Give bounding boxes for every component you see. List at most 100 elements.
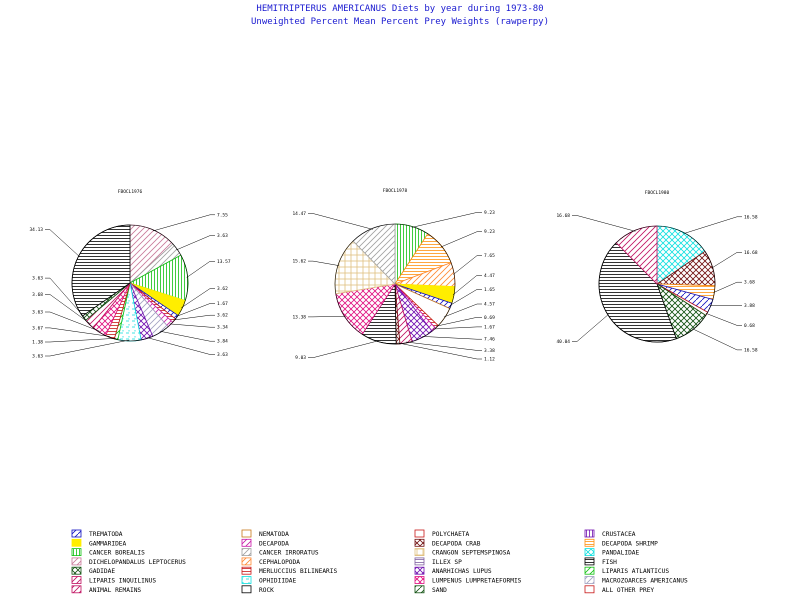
legend-label: DICHELOPANDALUS LEPTOCERUS [89, 559, 186, 566]
slice-value-label-macrozoarces-americanus: 3.84 [217, 339, 228, 345]
slice-value-label-gammaridea: 3.62 [217, 286, 228, 292]
pie-title: FBOCL1980 [645, 190, 670, 196]
legend-item-liparis-atlanticus: LIPARIS ATLANTICUS [584, 566, 669, 575]
slice-value-label-nematoda: 4.57 [484, 302, 495, 308]
slice-value-label-pandalidae: 16.58 [744, 214, 758, 220]
pie-chart-3: FBOCL1980 16.58 16.68 3.68 3.88 0.68 16.58 16.6… [556, 190, 757, 353]
legend-item-dichelopandalus-leptocerus: DICHELOPANDALUS LEPTOCERUS [71, 557, 186, 566]
legend-item-illex-sp: ILLEX SP [414, 557, 462, 566]
legend-item-gammaridea: GAMMARIDEA [71, 538, 127, 547]
legend-swatch [584, 576, 595, 584]
slice-value-label-cancer-borealis: 9.23 [484, 210, 495, 216]
slice-value-label-cancer-irroratus: 3.63 [217, 233, 228, 239]
legend-label: ILLEX SP [432, 559, 462, 566]
legend-item-decapoda: DECAPODA [241, 538, 289, 547]
legend-label: DECAPODA [259, 540, 289, 547]
legend-label: MACROZOARCES AMERICANUS [602, 578, 688, 585]
legend-item-nematoda: NEMATODA [241, 529, 289, 538]
slice-value-label-lumpenus-lumpretaeformis: 13.38 [292, 314, 306, 320]
slice-value-label-fish: 9.03 [295, 355, 306, 361]
legend-item-anarhichas-lupus: ANARHICHAS LUPUS [414, 566, 492, 575]
legend-item-gadidae: GADIDAE [71, 566, 115, 575]
slice-value-label-decapoda: 3.34 [217, 325, 228, 331]
slice-value-label-anarhichas-lupus: 7.46 [484, 337, 495, 343]
slice-value-label-cancer-irroratus: 14.47 [292, 211, 306, 217]
slice-value-label-crangon-septemspinosa: 15.62 [292, 259, 306, 265]
legend-swatch [584, 557, 595, 566]
legend-item-lumpenus-lumpretaeformis: LUMPENUS LUMPRETAEFORMIS [414, 576, 522, 585]
pie-chart-1: FBOCL1976 7.55 3.63 13.57 3.62 1.67 3.62 3.34 3.… [29, 189, 230, 359]
legend-swatch [71, 566, 82, 575]
legend-label: ANARHICHAS LUPUS [432, 568, 492, 575]
slice-value-label-liparis-atlanticus: 1.38 [32, 340, 43, 346]
legend-swatch [414, 538, 425, 547]
legend-item-decapoda-crab: DECAPODA CRAB [414, 538, 481, 547]
slice-value-label-ophidiidae: 3.63 [32, 353, 43, 359]
slice-value-label-polychaeta: 0.68 [744, 323, 755, 329]
legend-swatch [414, 548, 425, 556]
legend-item-decapoda-shrimp: DECAPODA SHRIMP [584, 538, 658, 547]
legend-label: CRANGON SEPTEMSPINOSA [432, 550, 511, 557]
slice-value-label-gadidae: 16.58 [744, 347, 758, 353]
legend-swatch [414, 585, 425, 594]
legend-label: DECAPODA SHRIMP [602, 540, 658, 547]
slice-value-label-decapoda-crab: 1.12 [484, 356, 495, 362]
legend-swatch [71, 576, 82, 584]
slice-value-label-liparis-inquilinus: 3.68 [32, 292, 43, 298]
legend-item-cancer-borealis: CANCER BOREALIS [71, 548, 145, 557]
legend-label: ANIMAL REMAINS [89, 587, 141, 594]
legend-swatch [241, 548, 252, 556]
legend-swatch [584, 548, 595, 556]
legend-label: POLYCHAETA [432, 531, 470, 538]
legend-label: OPHIDIIDAE [259, 578, 297, 585]
legend-label: TREMATODA [89, 531, 123, 538]
legend-item-crustacea: CRUSTACEA [584, 529, 636, 538]
slice-value-label-gadidae: 3.63 [32, 276, 43, 282]
legend-label: ROCK [259, 587, 274, 594]
slice-value-label-lumpenus-lumpretaeformis: 3.63 [32, 309, 43, 315]
slice-value-label-decapoda: 1.67 [484, 324, 495, 330]
legend-item-macrozoarces-americanus: MACROZOARCES AMERICANUS [584, 576, 688, 585]
slice-value-label-merluccius-bilinearis: 0.69 [484, 315, 495, 321]
legend-item-rock: ROCK [241, 585, 274, 594]
slice-value-label-decapoda-crab: 16.68 [744, 250, 758, 256]
slice-value-label-anarhichas-lupus: 3.63 [217, 352, 228, 358]
slice-value-label-gammaridea: 4.47 [484, 273, 495, 279]
legend-label: LUMPENUS LUMPRETAEFORMIS [432, 578, 522, 585]
legend-label: DECAPODA CRAB [432, 540, 481, 547]
slice-value-label-liparis-inquilinus: 16.68 [556, 213, 570, 219]
legend-swatch [241, 576, 252, 584]
legend-swatch [584, 529, 595, 538]
legend-label: FISH [602, 559, 617, 566]
slice-value-label-decapoda-shrimp: 3.68 [744, 280, 755, 286]
legend-label: NEMATODA [259, 531, 289, 538]
pie-chart-2: FBOCL1978 9.23 9.23 7.65 4.47 1.65 4.57 0.69 1.6… [292, 188, 495, 362]
slice-value-label-trematoda: 1.65 [484, 287, 495, 293]
legend-label: LIPARIS INQUILINUS [89, 578, 156, 585]
legend-swatch [71, 529, 82, 538]
legend-swatch [414, 557, 425, 566]
legend-swatch [414, 529, 425, 538]
legend-label: CEPHALOPODA [259, 559, 300, 566]
legend-item-sand: SAND [414, 585, 447, 594]
legend-item-cephalopoda: CEPHALOPODA [241, 557, 300, 566]
slice-value-label-merluccius-bilinearis: 3.67 [32, 325, 43, 331]
title-block: HEMITRIPTERUS AMERICANUS Diets by year d… [0, 3, 800, 29]
slice-value-label-fish: 40.04 [556, 339, 570, 345]
legend-item-fish: FISH [584, 557, 617, 566]
pie-title: FBOCL1978 [383, 188, 408, 194]
legend-swatch [241, 529, 252, 538]
legend-swatch [414, 566, 425, 575]
legend-swatch [584, 566, 595, 575]
legend-label: GADIDAE [89, 568, 115, 575]
legend-swatch [71, 548, 82, 556]
legend-label: CANCER BOREALIS [89, 550, 145, 557]
slice-value-label-decapoda-shrimp: 9.23 [484, 229, 495, 235]
legend-item-all-other-prey: ALL OTHER PREY [584, 585, 654, 594]
slice-value-label-trematoda: 1.67 [217, 301, 228, 307]
legend-label: LIPARIS ATLANTICUS [602, 568, 669, 575]
legend-item-trematoda: TREMATODA [71, 529, 123, 538]
legend-swatch [71, 585, 82, 594]
